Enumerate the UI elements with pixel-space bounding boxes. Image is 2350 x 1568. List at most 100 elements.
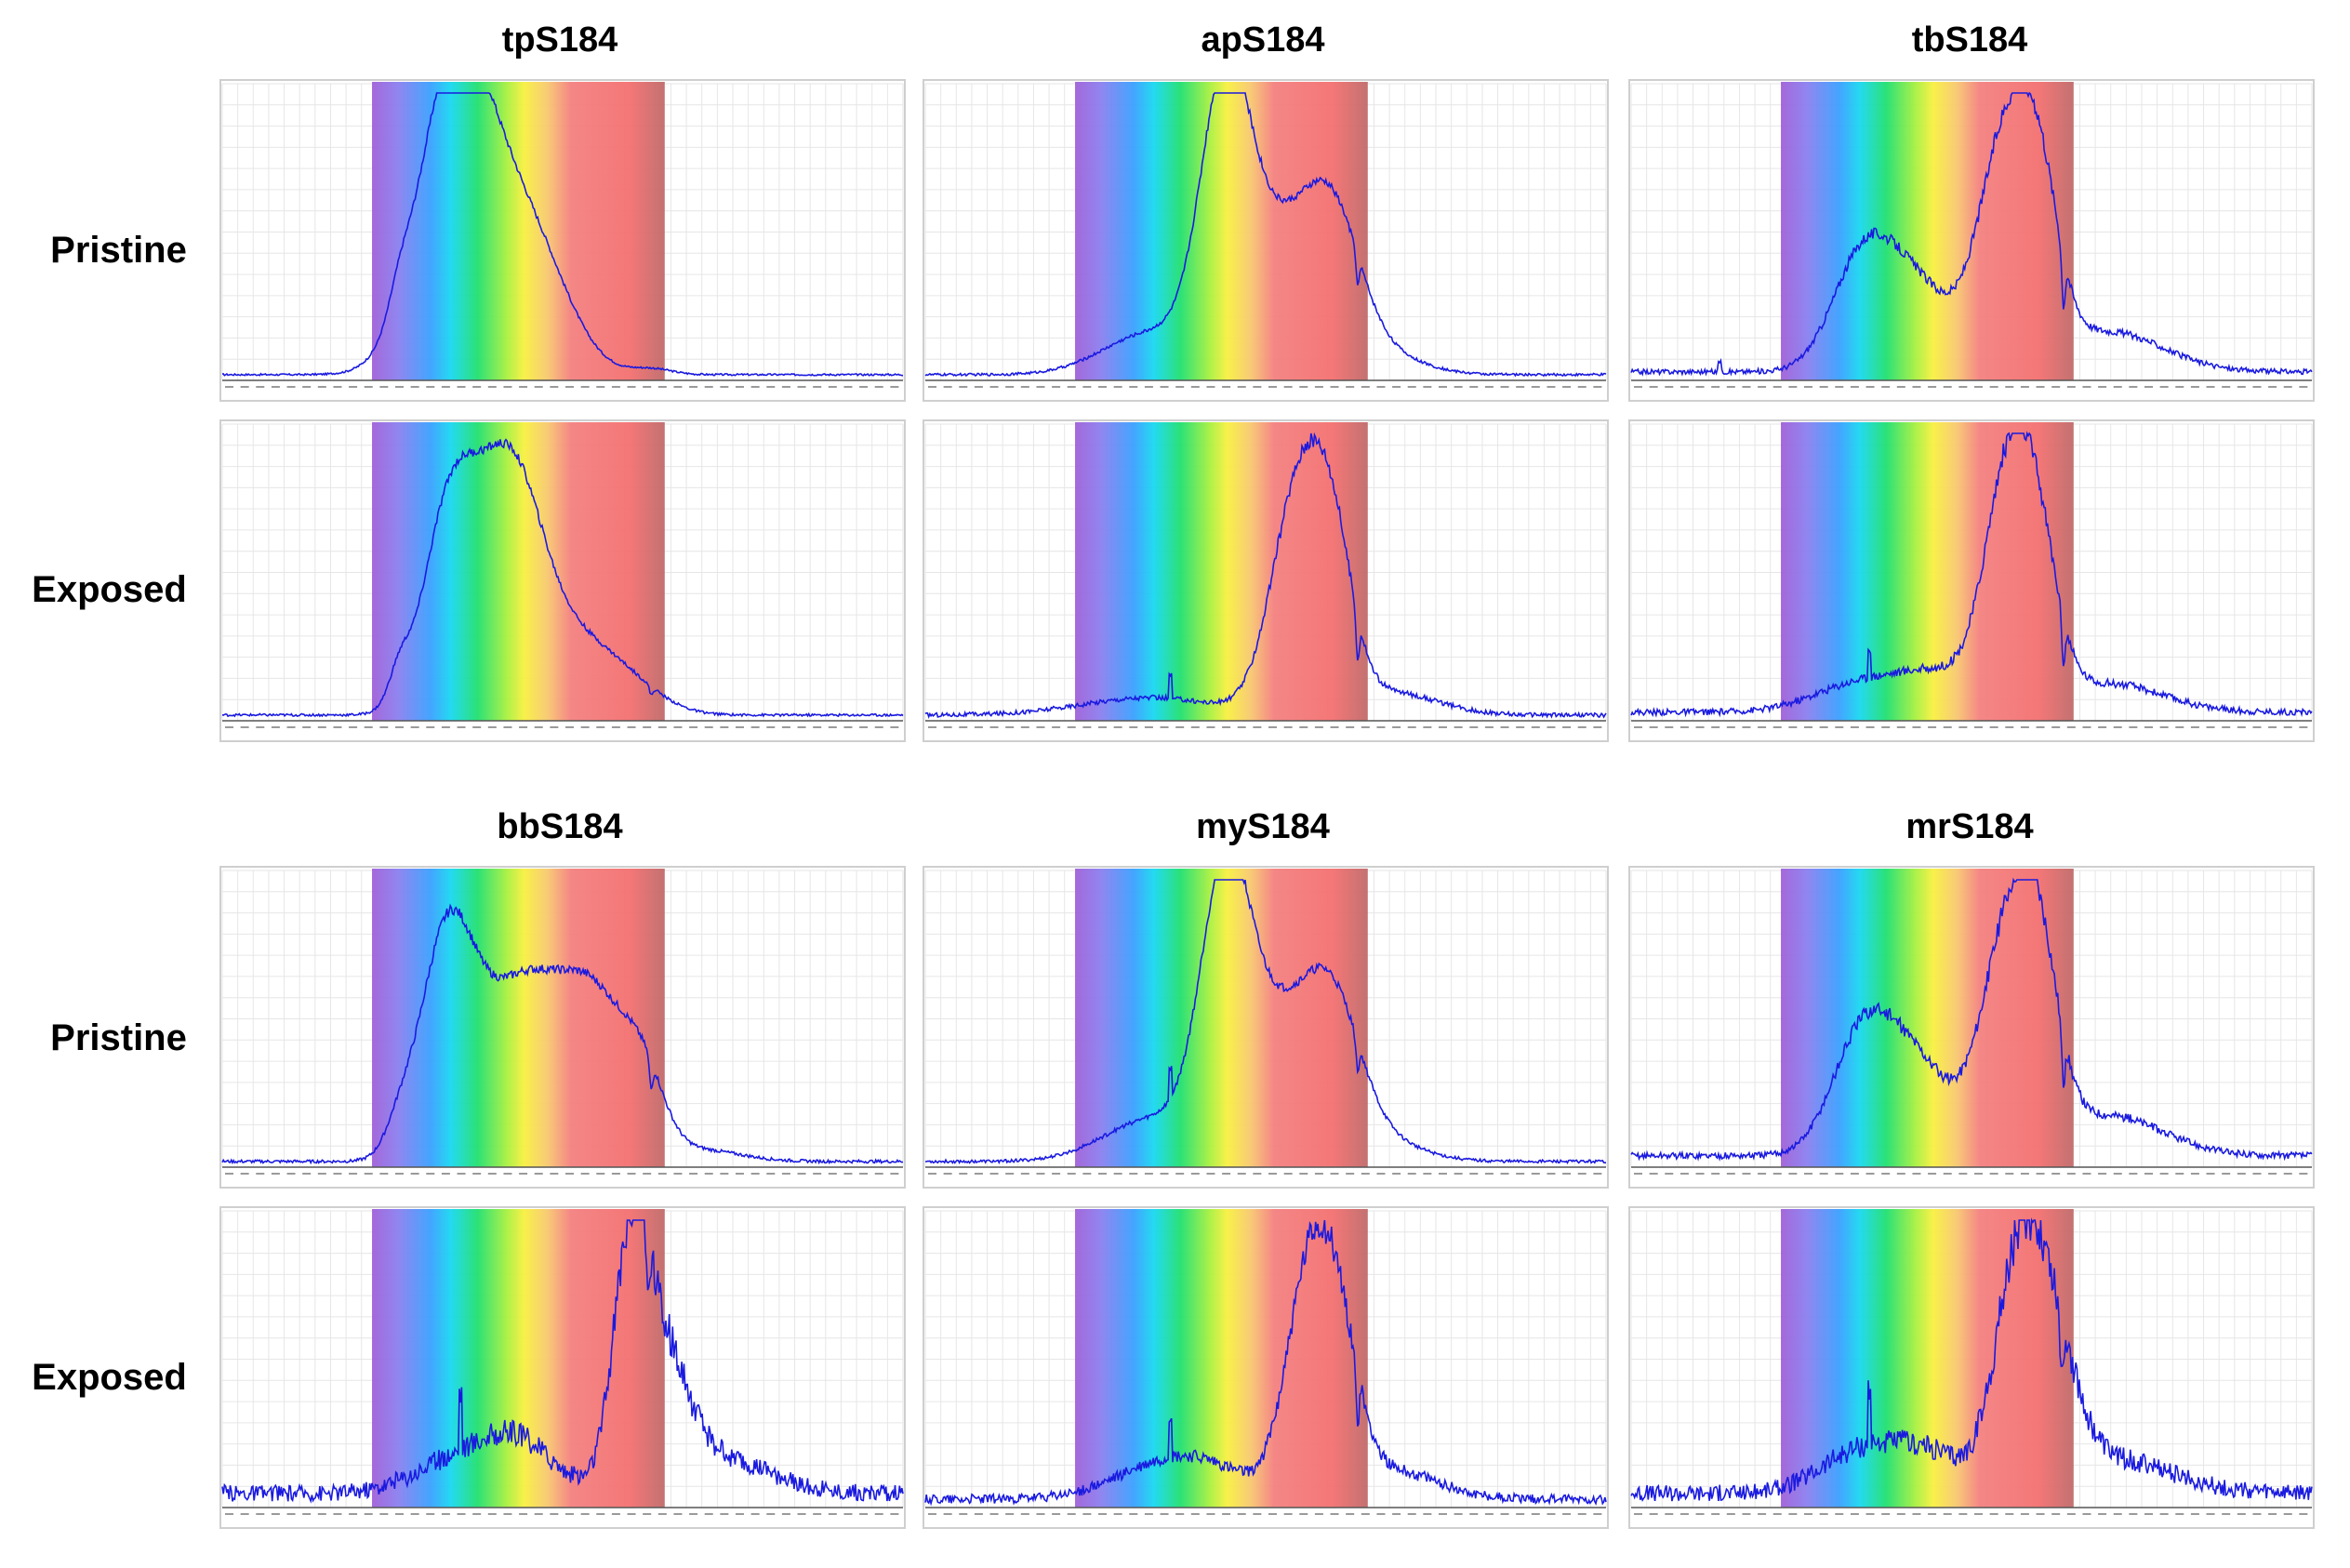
x-tick-label — [2020, 726, 2029, 728]
spectrum-panel — [219, 866, 906, 1189]
x-tick-label — [534, 1513, 543, 1515]
x-tick-label — [503, 1513, 512, 1515]
x-tick-label — [1634, 1513, 1642, 1515]
x-tick-label — [959, 1173, 968, 1175]
x-tick-label — [565, 1173, 574, 1175]
x-tick-label — [1376, 386, 1386, 388]
x-tick-label — [2005, 386, 2014, 388]
x-tick-label — [989, 386, 999, 388]
x-tick-label — [627, 386, 636, 388]
x-tick-label — [2005, 1513, 2014, 1515]
x-tick-label — [1819, 1513, 1828, 1515]
x-tick-label — [874, 1513, 883, 1515]
x-tick-label — [1788, 1173, 1798, 1175]
x-tick-label — [1958, 726, 1968, 728]
x-tick-label — [1680, 726, 1689, 728]
x-tick-label — [627, 1173, 636, 1175]
visible-spectrum-band — [1781, 422, 2074, 721]
x-tick-label — [1943, 1173, 1952, 1175]
x-tick-label — [1113, 386, 1122, 388]
visible-spectrum-band — [1075, 869, 1368, 1167]
x-tick-label — [1439, 726, 1447, 728]
x-tick-label — [1772, 726, 1782, 728]
x-tick-label — [1758, 726, 1767, 728]
x-tick-label — [766, 726, 776, 728]
x-tick-label — [1547, 726, 1556, 728]
spectrum-trace — [221, 1219, 904, 1504]
x-tick-label — [1974, 1513, 1983, 1515]
x-tick-label — [1711, 726, 1720, 728]
x-tick-label — [1742, 1513, 1751, 1515]
row-label-exposed-top: Exposed — [32, 569, 187, 610]
x-tick-label — [410, 726, 419, 728]
x-tick-label — [395, 1513, 404, 1515]
x-tick-label — [1469, 1513, 1479, 1515]
x-tick-label — [286, 1173, 296, 1175]
x-tick-label — [1989, 1513, 1998, 1515]
x-tick-label — [1036, 726, 1045, 728]
x-tick-label — [1835, 386, 1844, 388]
x-tick-label — [2206, 726, 2215, 728]
x-tick-label — [1376, 1513, 1386, 1515]
x-tick-label — [1562, 1513, 1572, 1515]
x-tick-label — [349, 1173, 358, 1175]
x-tick-label — [410, 1173, 419, 1175]
x-tick-label — [240, 1173, 249, 1175]
x-tick-label — [2129, 386, 2138, 388]
x-tick-label — [843, 726, 853, 728]
x-tick-label — [487, 386, 497, 388]
x-tick-label — [1423, 1173, 1432, 1175]
x-tick-label — [1407, 1173, 1416, 1175]
x-tick-label — [2299, 1173, 2308, 1175]
x-tick-label — [519, 1513, 528, 1515]
x-tick-label — [797, 726, 806, 728]
spectrum-trace — [1630, 91, 2313, 377]
x-tick-label — [256, 726, 265, 728]
x-tick-label — [611, 726, 620, 728]
x-tick-label — [2283, 1513, 2292, 1515]
x-tick-label — [1593, 386, 1602, 388]
x-tick-label — [1850, 386, 1859, 388]
spectrum-panel — [219, 419, 906, 742]
x-tick-label — [643, 1173, 652, 1175]
x-tick-label — [271, 1513, 280, 1515]
x-tick-label — [1531, 726, 1540, 728]
x-tick-label — [1943, 1513, 1952, 1515]
x-tick-label — [1577, 386, 1587, 388]
x-tick-label — [1516, 726, 1525, 728]
x-tick-label — [874, 386, 883, 388]
x-tick-label — [736, 726, 744, 728]
x-tick-label — [627, 1513, 636, 1515]
x-tick-label — [333, 1513, 342, 1515]
x-tick-label — [781, 1513, 790, 1515]
x-tick-label — [1695, 726, 1705, 728]
x-tick-label — [1067, 386, 1076, 388]
x-tick-label — [890, 726, 899, 728]
row-label-pristine-top: Pristine — [50, 230, 187, 271]
x-tick-label — [1299, 726, 1308, 728]
x-tick-label — [550, 1513, 559, 1515]
x-tick-label — [890, 1513, 899, 1515]
x-tick-label — [1144, 386, 1153, 388]
x-tick-label — [1113, 1513, 1122, 1515]
x-tick-label — [349, 1513, 358, 1515]
x-tick-label — [2051, 1513, 2061, 1515]
x-tick-label — [843, 1513, 853, 1515]
x-tick-label — [596, 1173, 605, 1175]
x-tick-label — [1222, 1513, 1231, 1515]
x-tick-label — [457, 1513, 466, 1515]
x-tick-label — [1881, 726, 1891, 728]
x-tick-label — [395, 1173, 404, 1175]
x-tick-label — [2005, 1173, 2014, 1175]
column-title-tpS184: tpS184 — [501, 20, 618, 60]
x-tick-label — [813, 1513, 822, 1515]
x-tick-label — [1020, 1173, 1029, 1175]
x-tick-label — [1804, 386, 1812, 388]
x-tick-label — [596, 726, 605, 728]
x-tick-label — [720, 1513, 729, 1515]
x-tick-label — [580, 1513, 590, 1515]
spectrum-panel — [219, 1206, 906, 1529]
x-tick-label — [1850, 1513, 1859, 1515]
x-tick-label — [720, 386, 729, 388]
x-tick-label — [1268, 1173, 1277, 1175]
